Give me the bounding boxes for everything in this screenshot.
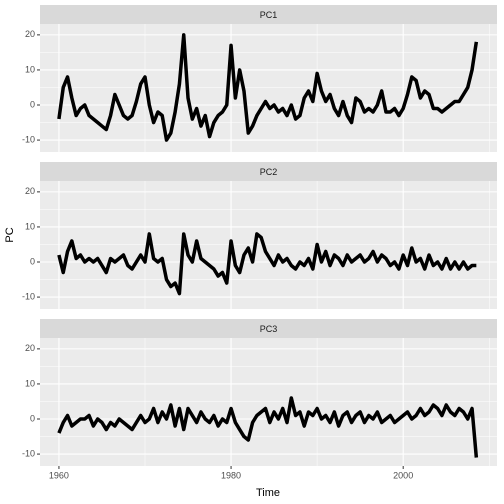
line [57, 232, 477, 296]
y-tick-label: -10 [22, 448, 35, 458]
y-tick-label: -10 [22, 291, 35, 301]
strip [40, 162, 497, 181]
x-tick-label: 1980 [221, 470, 241, 480]
y-tick-label: -10 [22, 134, 35, 144]
panel [40, 181, 497, 309]
line [57, 396, 479, 458]
panel [40, 24, 497, 152]
y-tick-label: 10 [25, 64, 35, 74]
x-axis-title: Time [256, 487, 280, 499]
y-tick-label: 0 [30, 256, 35, 266]
strip [40, 5, 497, 24]
y-tick-label: 20 [25, 186, 35, 196]
x-tick-label: 1960 [49, 470, 69, 480]
x-tick-label: 2000 [393, 470, 413, 480]
y-tick-label: 0 [30, 413, 35, 423]
y-tick-label: 20 [25, 343, 35, 353]
y-tick-label: 0 [30, 99, 35, 109]
strip-label: PC3 [260, 324, 278, 334]
strip-label: PC2 [260, 167, 278, 177]
y-tick-label: 20 [25, 29, 35, 39]
strip-label: PC1 [260, 10, 278, 20]
y-axis-title: PC [4, 227, 16, 242]
panel [40, 338, 497, 466]
y-tick-label: 10 [25, 378, 35, 388]
line [57, 33, 479, 142]
strip [40, 319, 497, 338]
y-tick-label: 10 [25, 221, 35, 231]
